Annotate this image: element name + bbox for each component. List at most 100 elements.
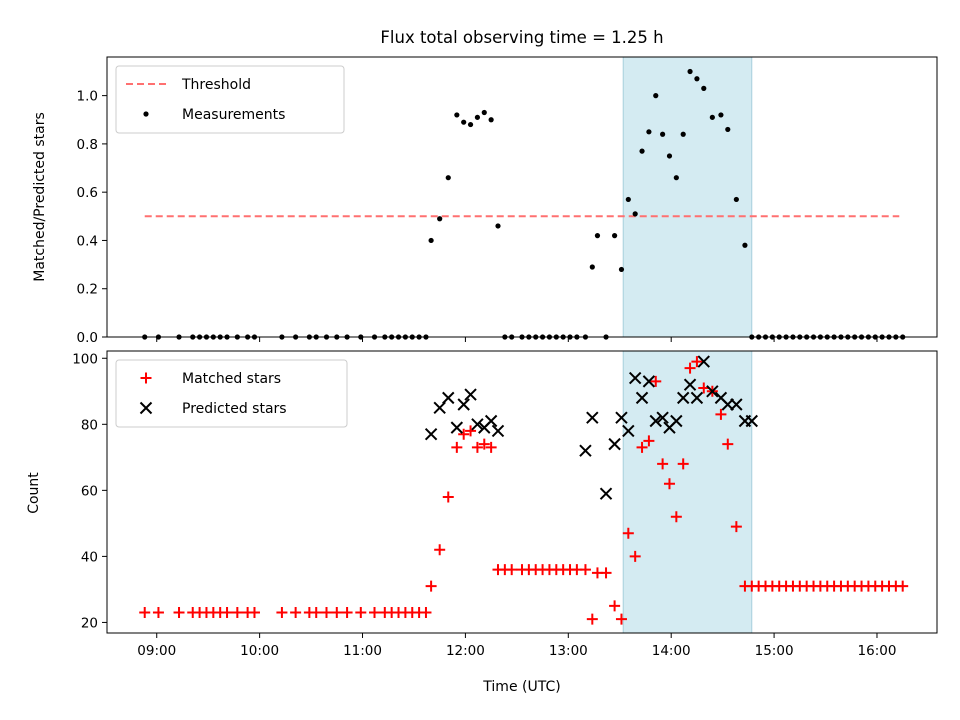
measurement-point: [725, 126, 731, 133]
legend-box: [115, 359, 348, 428]
measurement-point: [742, 242, 748, 248]
matched-point: [609, 600, 621, 612]
bottom-y-axis-label: Count: [26, 472, 42, 514]
measurement-point: [673, 175, 679, 181]
measurement-point: [632, 211, 638, 217]
x-tick-label: 13:00: [549, 643, 588, 659]
predicted-point: [697, 355, 710, 368]
matched-point: [231, 607, 243, 619]
matched-point: [698, 382, 710, 394]
legend-box: [115, 65, 345, 134]
matched-point: [684, 362, 696, 374]
y-tick-label: 0.6: [77, 185, 98, 201]
matched-point: [173, 607, 185, 619]
predicted-point: [656, 411, 669, 424]
measurement-point: [646, 129, 652, 135]
measurement-point: [709, 114, 715, 120]
legend: Threshold Measurements: [115, 65, 345, 134]
predicted-point: [599, 487, 613, 500]
predicted-point: [424, 428, 438, 441]
matched-point: [276, 607, 288, 619]
measurement-point: [428, 237, 434, 244]
measurement-point: [454, 112, 460, 118]
x-tick-label: 10:00: [240, 643, 279, 659]
measurement-point: [461, 119, 467, 125]
matched-point: [478, 438, 490, 450]
predicted-point: [628, 371, 642, 385]
measurement-point: [594, 233, 601, 239]
matched-point: [471, 441, 483, 453]
predicted-point: [690, 391, 704, 405]
y-tick-label: 0.8: [77, 137, 98, 153]
x-tick-label: 16:00: [858, 643, 897, 659]
matched-point: [650, 375, 662, 387]
measurement-point: [660, 131, 666, 137]
y-tick-label: 0.2: [77, 282, 98, 298]
measurement-point: [733, 196, 739, 203]
matched-point: [622, 527, 634, 539]
x-tick-label: 11:00: [343, 643, 382, 659]
predicted-point: [484, 414, 498, 428]
plot-frame: [106, 350, 938, 634]
measurement-point: [666, 153, 673, 159]
matched-point: [629, 550, 641, 562]
predicted-point: [683, 378, 697, 391]
measurement-point: [701, 85, 707, 91]
chart-title: Flux total observing time = 1.25 h: [380, 28, 663, 47]
predicted-point: [649, 414, 662, 428]
predicted-point: [635, 391, 649, 405]
matched-point: [442, 491, 454, 503]
matched-point: [586, 613, 598, 625]
measurement-point: [488, 117, 494, 123]
top-panel: 0.0 0.2 0.4 0.6 0.8 1.0 Threshold Measurements: [77, 56, 938, 346]
predicted-point: [586, 411, 599, 424]
y-tick-label: 0.4: [77, 233, 98, 249]
bottom-x-axis-label: Time (UTC): [482, 679, 560, 695]
matched-point: [663, 478, 675, 490]
predicted-point: [471, 418, 484, 431]
matched-point: [139, 607, 151, 619]
predicted-point: [670, 414, 683, 428]
matched-point: [434, 544, 446, 556]
measurement-point: [437, 216, 443, 222]
measurement-point: [481, 109, 487, 116]
x-tick-label: 15:00: [755, 643, 794, 659]
matched-point: [321, 607, 333, 619]
legend-label: Matched stars: [182, 371, 281, 387]
predicted-point: [433, 401, 446, 415]
matched-point: [331, 607, 343, 619]
matched-point: [221, 607, 233, 619]
legend-label: Measurements: [182, 107, 285, 123]
measurement-point: [618, 266, 625, 273]
matched-point: [897, 580, 909, 592]
predicted-point: [442, 391, 455, 405]
y-tick-label: 80: [81, 417, 98, 433]
predicted-point: [457, 398, 470, 411]
matched-point: [615, 613, 627, 625]
series-predicted-stars: [424, 355, 759, 500]
matched-point: [420, 607, 432, 619]
legend-label: Threshold: [181, 77, 251, 93]
matched-point: [451, 441, 463, 453]
y-tick-label: 60: [81, 483, 98, 499]
matched-point: [485, 441, 497, 453]
predicted-point: [622, 424, 635, 438]
matched-point: [290, 607, 302, 619]
y-tick-label: 100: [72, 351, 98, 367]
matched-point: [600, 567, 612, 579]
predicted-point: [491, 424, 505, 438]
predicted-point: [745, 414, 759, 428]
legend-marker-plus: [140, 372, 152, 384]
measurement-point: [680, 131, 686, 137]
measurement-point: [653, 93, 659, 99]
matched-point: [369, 607, 381, 619]
legend-marker-dot: [143, 111, 149, 117]
matched-point: [657, 458, 669, 470]
matched-point: [715, 408, 727, 420]
matched-point: [458, 428, 470, 440]
matched-point: [579, 564, 591, 576]
matched-point: [465, 425, 477, 437]
y-tick-label: 40: [81, 549, 98, 565]
predicted-point: [676, 391, 690, 405]
measurement-point: [687, 68, 693, 75]
